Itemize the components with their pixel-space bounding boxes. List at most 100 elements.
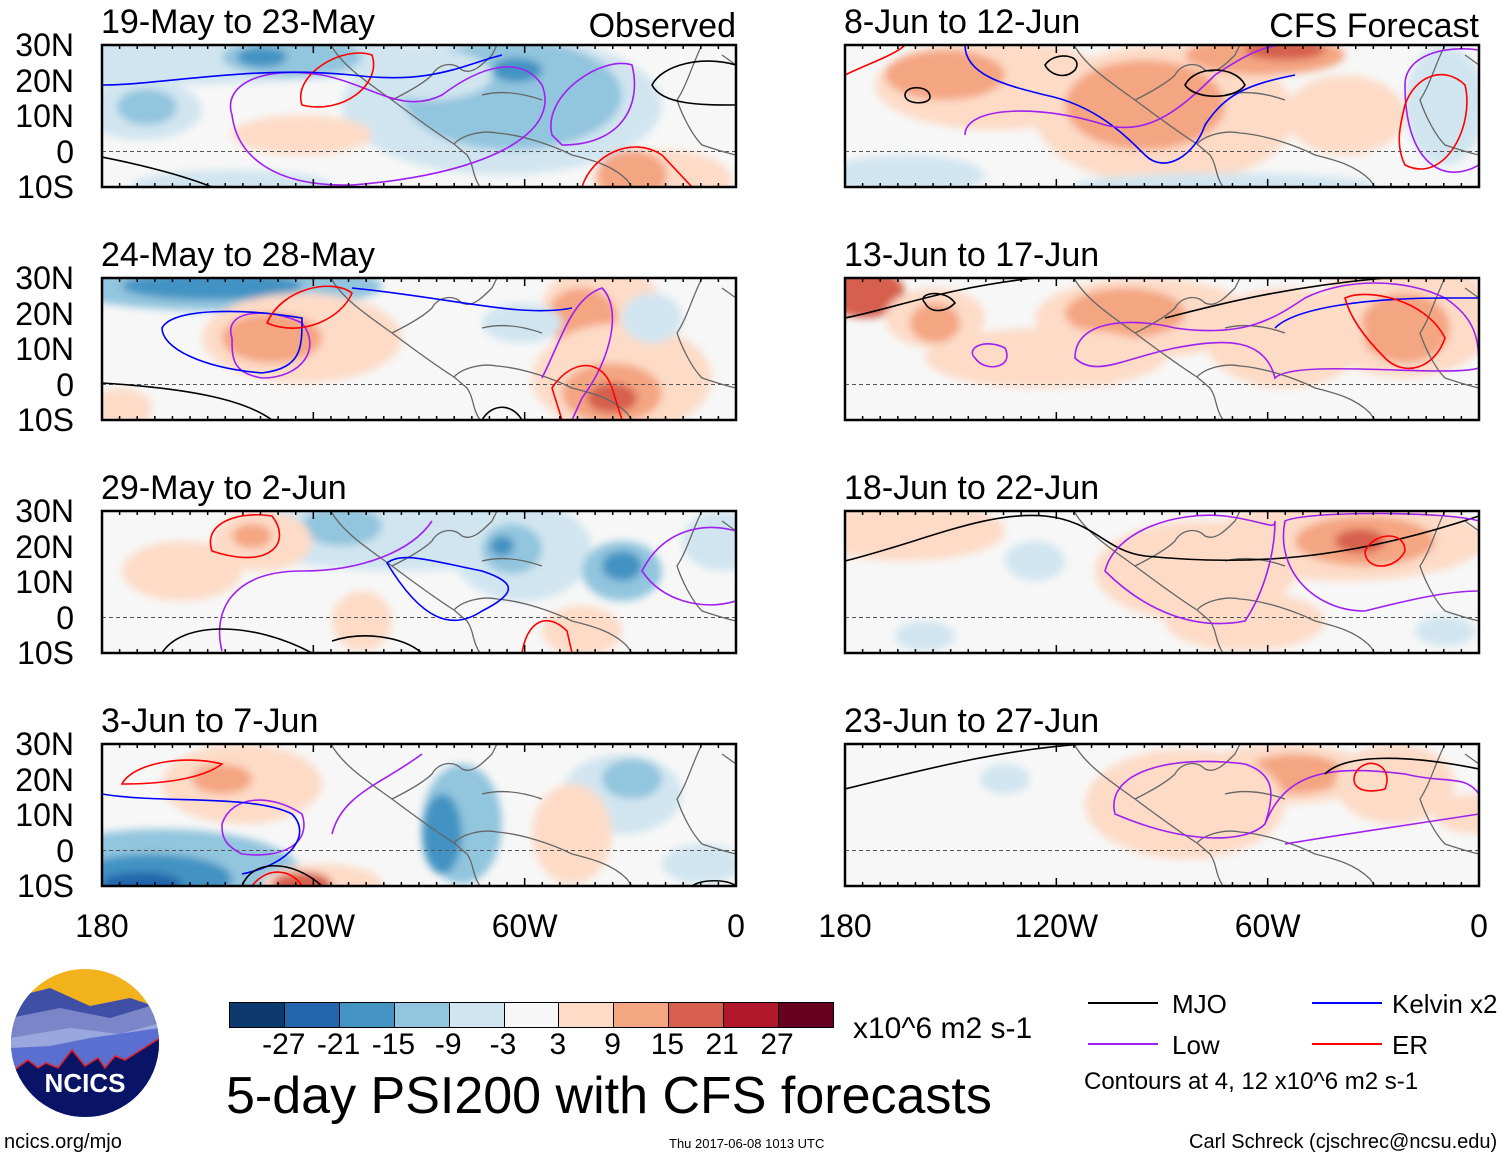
contour-line bbox=[161, 628, 313, 653]
contour-line bbox=[102, 156, 213, 187]
colorbar-tick-label: -27 bbox=[262, 1028, 306, 1061]
colorbar-swatch bbox=[339, 1003, 395, 1027]
legend-label-kelvin: Kelvin x2 bbox=[1392, 989, 1498, 1019]
anomaly-region bbox=[532, 784, 612, 884]
anomaly-region bbox=[232, 115, 372, 155]
contour-line bbox=[521, 620, 573, 653]
contour-line bbox=[481, 406, 523, 420]
lat-tick-label: 0 bbox=[56, 366, 74, 403]
contour-line bbox=[241, 865, 323, 886]
panel-tag: CFS Forecast bbox=[1269, 7, 1479, 45]
map-panel bbox=[843, 509, 1481, 655]
panel-tag: Observed bbox=[588, 7, 736, 45]
coastline bbox=[330, 744, 736, 886]
map-panel bbox=[100, 276, 738, 422]
contour-line bbox=[1398, 73, 1468, 170]
anomaly-region bbox=[302, 511, 382, 546]
anomaly-region bbox=[910, 303, 960, 343]
lat-tick-label: 10N bbox=[15, 98, 74, 134]
anomaly-region bbox=[845, 511, 1005, 561]
colorbar-tick-label: 15 bbox=[650, 1028, 685, 1061]
legend-label-er: ER bbox=[1392, 1030, 1429, 1060]
anomaly-region bbox=[482, 303, 562, 343]
legend-swatch-mjo bbox=[1088, 1002, 1158, 1004]
contour-line bbox=[1324, 757, 1479, 775]
lat-tick-label: 10N bbox=[15, 331, 74, 367]
contour-line bbox=[551, 364, 623, 420]
map-panel bbox=[100, 509, 738, 655]
coastline bbox=[1073, 744, 1479, 886]
colorbar-tick-label: 9 bbox=[604, 1028, 621, 1061]
lat-tick-label: 30N bbox=[15, 260, 74, 296]
lon-tick-label: 180 bbox=[75, 908, 129, 944]
lat-tick-label: 10N bbox=[15, 797, 74, 833]
contour-line bbox=[641, 526, 736, 606]
panel-title: 19-May to 23-May bbox=[101, 3, 375, 41]
colorbar-swatch bbox=[779, 1003, 833, 1027]
colorbar-tick-label: -21 bbox=[316, 1028, 361, 1061]
footer-credit: Carl Schreck (cjschrec@ncsu.edu) bbox=[1189, 1131, 1498, 1153]
anomaly-region bbox=[602, 759, 662, 799]
panel-title: 29-May to 2-Jun bbox=[101, 469, 347, 507]
contour-line bbox=[218, 520, 433, 652]
anomaly-region bbox=[1360, 293, 1450, 363]
anomaly-region bbox=[1065, 370, 1125, 386]
contour-line bbox=[581, 146, 693, 187]
contour-line bbox=[385, 556, 510, 622]
map-panel bbox=[843, 43, 1481, 189]
lat-tick-label: 30N bbox=[15, 493, 74, 529]
anomaly-region bbox=[237, 47, 287, 67]
contour-line bbox=[1074, 282, 1479, 380]
contour-note: Contours at 4, 12 x10^6 m2 s-1 bbox=[1084, 1068, 1419, 1095]
lon-tick-label: 180 bbox=[818, 908, 872, 944]
anomaly-region bbox=[102, 388, 152, 420]
anomaly-region bbox=[662, 844, 736, 884]
colorbar-swatch bbox=[614, 1003, 670, 1027]
contour-line bbox=[1164, 278, 1386, 319]
colorbar bbox=[229, 1002, 834, 1028]
lat-tick-label: 20N bbox=[15, 295, 74, 332]
anomaly-region bbox=[895, 621, 955, 651]
contour-line bbox=[299, 52, 375, 108]
coastline bbox=[1073, 45, 1479, 187]
anomaly-region bbox=[192, 764, 252, 794]
contour-line bbox=[922, 292, 957, 312]
lat-tick-label: 10S bbox=[17, 169, 74, 205]
colorbar-swatch bbox=[504, 1003, 560, 1027]
contour-line bbox=[964, 45, 1296, 164]
colorbar-units: x10^6 m2 s-1 bbox=[853, 1012, 1033, 1045]
lat-tick-label: 10N bbox=[15, 564, 74, 600]
contour-line bbox=[845, 45, 906, 76]
map-panel bbox=[843, 276, 1481, 422]
legend-swatch-er bbox=[1312, 1043, 1382, 1045]
anomaly-region bbox=[885, 50, 1005, 100]
contour-line bbox=[161, 310, 303, 374]
colorbar-swatch bbox=[724, 1003, 780, 1027]
lon-tick-label: 60W bbox=[491, 908, 558, 944]
legend-swatch-kelvin bbox=[1312, 1002, 1382, 1004]
contour-line bbox=[845, 278, 1036, 319]
anomaly-region bbox=[622, 293, 682, 343]
contour-line bbox=[251, 871, 303, 886]
contour-line bbox=[209, 513, 281, 559]
anomaly-region bbox=[490, 536, 514, 556]
lat-tick-label: 0 bbox=[56, 832, 74, 869]
contour-line bbox=[1274, 297, 1479, 329]
anomaly-region bbox=[602, 551, 642, 581]
anomaly-region bbox=[1415, 616, 1475, 646]
anomaly-region bbox=[1335, 529, 1385, 553]
footer-url[interactable]: ncics.org/mjo bbox=[4, 1131, 122, 1153]
anomaly-region bbox=[422, 794, 462, 874]
contour-line bbox=[1104, 514, 1276, 625]
contour-line bbox=[904, 86, 931, 104]
contour-line bbox=[120, 759, 224, 785]
contour-line bbox=[971, 343, 1008, 368]
contour-line bbox=[1284, 813, 1479, 845]
colorbar-tick-label: -9 bbox=[434, 1028, 462, 1061]
anomaly-region bbox=[272, 872, 332, 886]
contour-line bbox=[102, 54, 503, 86]
colorbar-swatch bbox=[230, 1003, 285, 1027]
anomaly-region bbox=[492, 58, 542, 82]
panel-title: 8-Jun to 12-Jun bbox=[844, 3, 1081, 41]
contour-line bbox=[845, 514, 1479, 562]
